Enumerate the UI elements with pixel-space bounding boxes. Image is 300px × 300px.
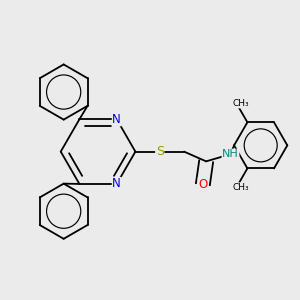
Text: O: O	[198, 178, 208, 190]
Text: N: N	[112, 177, 121, 190]
Text: N: N	[112, 113, 121, 126]
Text: CH₃: CH₃	[232, 183, 249, 192]
Text: S: S	[156, 145, 164, 158]
Text: NH: NH	[222, 149, 239, 159]
Text: CH₃: CH₃	[232, 99, 249, 108]
